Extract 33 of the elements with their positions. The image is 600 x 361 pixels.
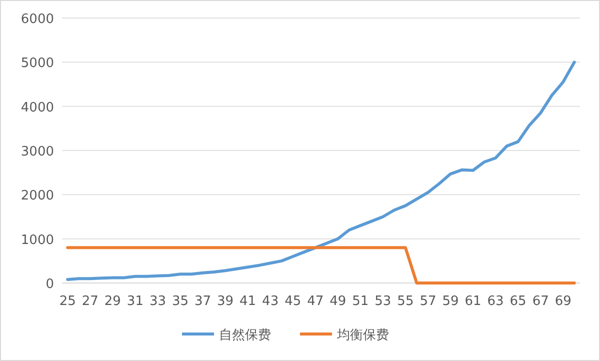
- y-tick-label: 0: [46, 277, 54, 292]
- y-tick-label: 2000: [20, 188, 54, 204]
- x-tick-label: 39: [217, 294, 234, 309]
- line-series: [66, 60, 576, 281]
- x-tick-label: 51: [352, 294, 369, 309]
- y-tick-label: 1000: [20, 232, 54, 248]
- y-tick-label: 4000: [20, 100, 54, 116]
- x-tick-label: 65: [510, 294, 526, 309]
- x-tick-label: 31: [126, 294, 144, 309]
- x-tick-label: 37: [194, 294, 212, 309]
- x-tick-label: 35: [172, 294, 189, 309]
- y-tick-label: 3000: [20, 144, 54, 160]
- x-tick-label: 49: [330, 294, 346, 309]
- y-tick-label: 6000: [20, 12, 54, 27]
- x-tick-label: 43: [262, 294, 279, 309]
- x-tick-label: 55: [397, 294, 414, 309]
- x-tick-label: 53: [374, 294, 392, 309]
- x-tick-label: 27: [82, 294, 98, 309]
- x-tick-label: 41: [240, 294, 256, 309]
- x-tick-label: 33: [149, 294, 166, 309]
- x-tick-label: 61: [464, 294, 482, 309]
- x-tick-label: 69: [554, 294, 572, 309]
- x-tick-label: 63: [487, 294, 504, 309]
- x-tick-label: 67: [532, 294, 549, 309]
- x-tick-label: 59: [442, 294, 459, 309]
- x-tick-label: 47: [307, 294, 324, 309]
- x-tick-label: 45: [284, 294, 302, 309]
- x-tick-label: 57: [420, 294, 436, 309]
- legend-label: 均衡保费: [336, 328, 389, 343]
- x-tick-label: 25: [59, 294, 76, 309]
- x-tick-label: 29: [104, 294, 121, 309]
- y-tick-label: 5000: [20, 56, 54, 72]
- legend-label: 自然保费: [219, 328, 271, 343]
